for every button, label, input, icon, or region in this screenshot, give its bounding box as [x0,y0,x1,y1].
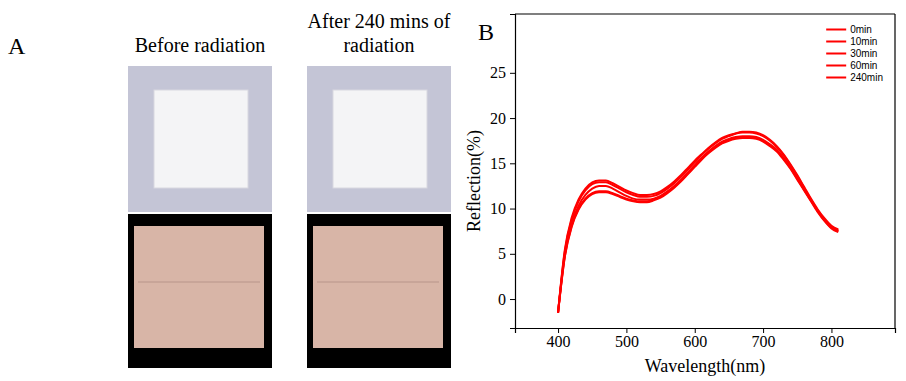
tick-mark [831,328,832,333]
legend-item: 10min [826,36,877,47]
legend-item: 30min [826,48,877,59]
tick-label: 5 [498,245,506,262]
photo-sample [154,90,248,188]
tick: 10 [490,200,515,217]
plot-area [558,132,838,313]
series-line [558,136,838,312]
panel-letter: A [8,33,26,59]
legend-label: 0min [850,24,872,35]
y-axis: 0 5 10 15 20 25 [490,15,516,329]
tick-mark [510,299,515,300]
legend-swatch [826,41,846,43]
tick: 700 [752,328,776,350]
tick-label: 15 [490,155,506,172]
tick: 800 [820,328,844,350]
tick-label: 500 [615,333,639,350]
legend-label: 10min [850,36,877,47]
panel-caption: Before radiation [135,34,266,56]
tick-label: 600 [683,333,707,350]
tick: 500 [615,328,639,350]
legend-label: 60min [850,60,877,71]
tick-label: 400 [547,333,571,350]
photo-sample [134,226,264,348]
legend-item: 240min [826,72,883,83]
tick-mark [558,328,559,333]
legend-label: 30min [850,48,877,59]
tick-mark [510,163,515,164]
tick-mark [510,254,515,255]
tick-mark [510,73,515,74]
tick: 25 [490,64,515,81]
tick-label: 800 [820,333,844,350]
legend-item: 60min [826,60,877,71]
tick: 20 [490,110,515,127]
legend-swatch [826,53,846,55]
series-line [558,138,838,313]
legend-label: 240min [850,72,883,83]
tick: 15 [490,155,515,172]
plot-frame [894,14,895,328]
x-axis: 400 500 600 700 800 [516,328,896,350]
photo-detail [317,282,439,283]
tick-mark [695,328,696,333]
tick-mark [510,118,515,119]
tick-mark [763,328,764,333]
series-line [558,137,838,313]
legend-swatch [826,29,846,31]
tick: 600 [683,328,707,350]
photo-background [307,66,451,212]
legend-swatch [826,65,846,67]
series-line [558,133,838,313]
axis-line [516,329,896,334]
tick: 400 [547,328,571,350]
tick: 5 [498,245,515,262]
photo-background [128,66,272,212]
panel-caption: After 240 mins ofradiation [308,10,451,56]
tick-label: 25 [490,64,506,81]
tick-label: 0 [498,291,506,308]
photo-background [128,214,272,368]
tick-label: 700 [752,333,776,350]
y-axis-title: Reflection(%) [464,130,485,232]
x-axis-title: Wavelength(nm) [645,356,766,377]
legend: 0min10min30min60min240min [826,24,883,83]
panel-letter: B [478,19,494,45]
photo-sample [313,226,443,348]
tick: 0 [498,291,515,308]
tick-label: 20 [490,110,506,127]
photo-sample [333,90,427,188]
legend-item: 0min [826,24,872,35]
tick-label: 10 [490,200,506,217]
axis-line [510,15,516,329]
tick-mark [626,328,627,333]
plot-frame [515,13,895,14]
series-line [558,132,838,313]
photo-detail [138,282,260,283]
photo-background [307,214,451,368]
legend-swatch [826,77,846,79]
figure: A Before radiation After 240 mins ofradiat… [0,0,906,381]
tick-mark [510,209,515,210]
